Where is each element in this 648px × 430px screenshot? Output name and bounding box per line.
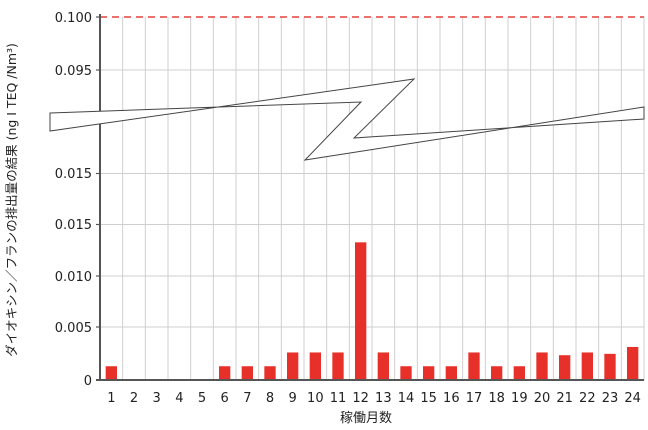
x-tick-label: 15 <box>420 391 437 406</box>
y-tick-label: 0.005 <box>55 321 92 336</box>
x-tick-label: 8 <box>266 391 274 406</box>
x-tick-label: 4 <box>175 391 183 406</box>
bar <box>604 353 616 380</box>
x-tick-label: 7 <box>243 391 251 406</box>
bar <box>264 366 276 380</box>
y-tick-label: 0 <box>84 374 92 389</box>
bar <box>581 352 593 380</box>
bar <box>445 366 457 380</box>
y-axis-label: ダイオキシン／フランの排出量の結果 (ng I TEQ /Nm³) <box>4 43 19 357</box>
x-tick-label: 21 <box>556 391 573 406</box>
axis-break-band <box>49 78 645 161</box>
y-tick-label: 0.095 <box>55 64 92 79</box>
x-tick-label: 20 <box>534 391 551 406</box>
x-tick-label: 23 <box>602 391 619 406</box>
bar <box>627 346 639 380</box>
x-axis-label: 稼働月数 <box>340 411 392 426</box>
x-tick-label: 18 <box>488 391 505 406</box>
bar <box>355 242 367 380</box>
bars <box>105 242 639 380</box>
x-tick-labels: 1 2 3 4 5 6 7 8 9 10 11 12 13 14 15 16 17 18 19 20 21 22 23 24 <box>107 391 641 406</box>
bar <box>513 366 525 380</box>
x-tick-label: 19 <box>511 391 528 406</box>
axes <box>96 14 644 381</box>
bar <box>377 352 389 380</box>
x-tick-label: 10 <box>307 391 324 406</box>
x-tick-label: 1 <box>107 391 115 406</box>
x-tick-label: 17 <box>466 391 483 406</box>
bar <box>400 366 412 380</box>
x-tick-label: 14 <box>398 391 415 406</box>
y-tick-label: 0.015 <box>55 167 92 182</box>
bar <box>219 366 231 380</box>
bar <box>491 366 503 380</box>
x-tick-label: 6 <box>221 391 229 406</box>
y-tick-label: 0.010 <box>55 270 92 285</box>
x-tick-label: 5 <box>198 391 206 406</box>
y-tick-label: 0.015 <box>55 218 92 233</box>
x-tick-label: 13 <box>375 391 392 406</box>
x-tick-label: 3 <box>153 391 161 406</box>
x-tick-label: 24 <box>624 391 641 406</box>
bar <box>559 355 571 380</box>
x-tick-label: 12 <box>352 391 369 406</box>
bar <box>309 352 321 380</box>
bar <box>241 366 253 380</box>
x-tick-label: 2 <box>130 391 138 406</box>
grid-lines <box>100 16 645 380</box>
x-tick-label: 11 <box>330 391 347 406</box>
bar <box>536 352 548 380</box>
bar <box>423 366 435 380</box>
bar <box>105 366 117 380</box>
x-tick-label: 22 <box>579 391 596 406</box>
bar <box>287 352 299 380</box>
bar <box>332 352 344 380</box>
y-tick-label-limit: 0.100 <box>55 11 92 26</box>
x-tick-label: 9 <box>289 391 297 406</box>
x-tick-label: 16 <box>443 391 460 406</box>
axis-break <box>49 78 645 161</box>
y-tick-labels: 0.100 0.095 0.015 0.015 0.010 0.005 0 <box>55 11 92 389</box>
bar <box>468 352 480 380</box>
